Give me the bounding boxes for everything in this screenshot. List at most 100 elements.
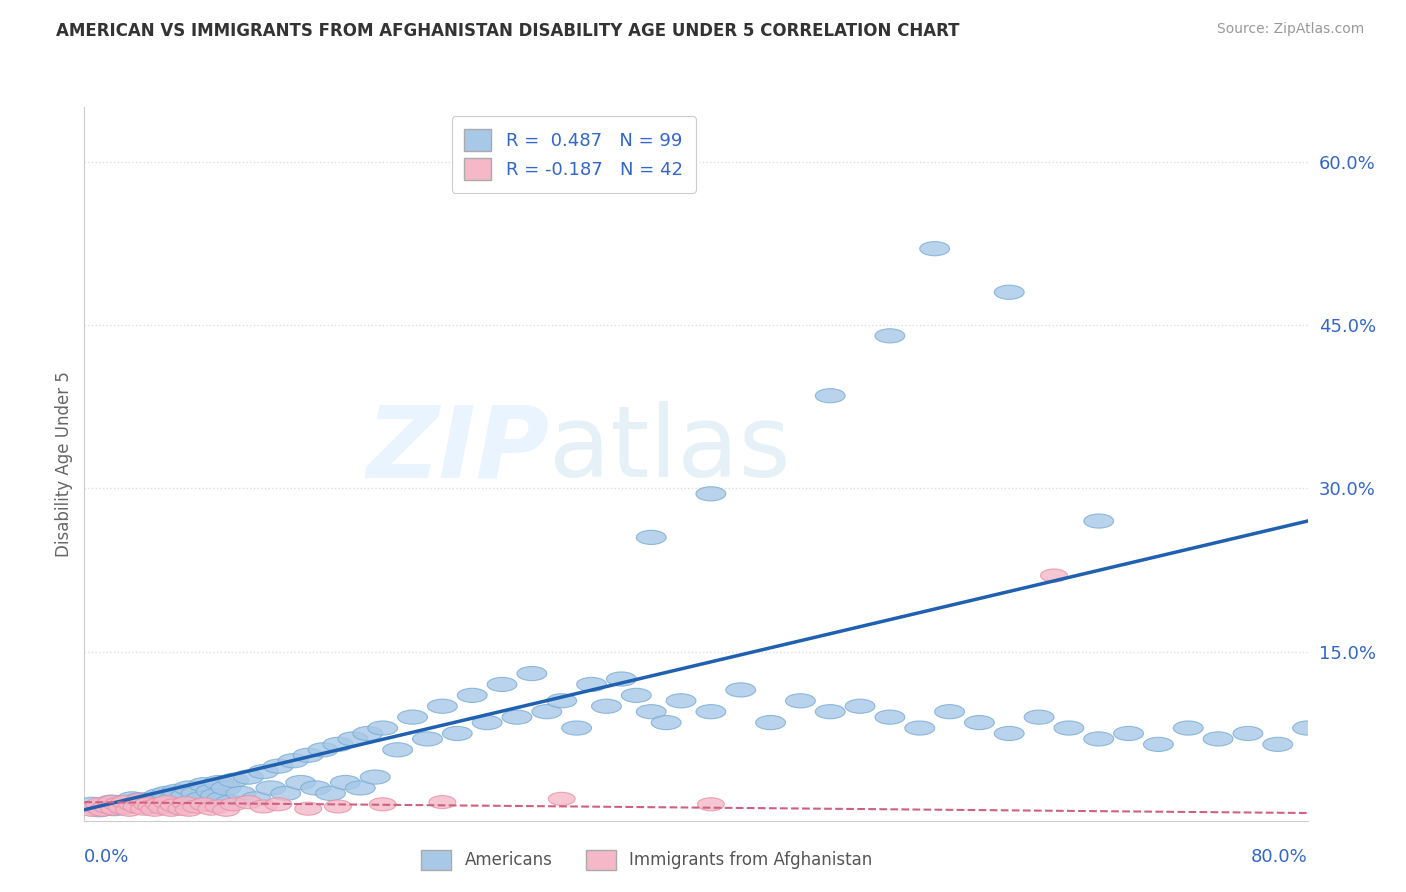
Ellipse shape	[205, 800, 232, 813]
Ellipse shape	[285, 775, 315, 789]
Ellipse shape	[1114, 726, 1143, 740]
Ellipse shape	[330, 775, 360, 789]
Ellipse shape	[875, 329, 905, 343]
Ellipse shape	[138, 800, 165, 813]
Ellipse shape	[122, 797, 152, 812]
Ellipse shape	[427, 699, 457, 714]
Ellipse shape	[114, 799, 143, 814]
Ellipse shape	[697, 797, 724, 811]
Text: Source: ZipAtlas.com: Source: ZipAtlas.com	[1216, 22, 1364, 37]
Ellipse shape	[412, 731, 443, 746]
Ellipse shape	[249, 764, 278, 779]
Ellipse shape	[134, 797, 160, 811]
Ellipse shape	[86, 797, 112, 811]
Ellipse shape	[786, 694, 815, 708]
Ellipse shape	[162, 784, 191, 798]
Ellipse shape	[104, 797, 131, 811]
Ellipse shape	[531, 705, 562, 719]
Ellipse shape	[592, 699, 621, 714]
Ellipse shape	[1024, 710, 1054, 724]
Ellipse shape	[1292, 721, 1323, 735]
Ellipse shape	[576, 677, 606, 691]
Ellipse shape	[875, 710, 905, 724]
Ellipse shape	[271, 787, 301, 800]
Ellipse shape	[240, 792, 271, 806]
Ellipse shape	[815, 705, 845, 719]
Ellipse shape	[606, 672, 637, 686]
Ellipse shape	[1143, 738, 1174, 751]
Ellipse shape	[118, 797, 146, 811]
Ellipse shape	[935, 705, 965, 719]
Ellipse shape	[315, 787, 346, 800]
Ellipse shape	[124, 800, 150, 813]
Ellipse shape	[920, 242, 949, 256]
Legend: Americans, Immigrants from Afghanistan: Americans, Immigrants from Afghanistan	[415, 843, 879, 877]
Ellipse shape	[183, 800, 209, 813]
Ellipse shape	[177, 795, 207, 809]
Ellipse shape	[79, 803, 105, 816]
Ellipse shape	[127, 793, 153, 806]
Ellipse shape	[486, 677, 517, 691]
Ellipse shape	[146, 797, 173, 811]
Ellipse shape	[89, 803, 115, 816]
Ellipse shape	[621, 689, 651, 702]
Ellipse shape	[107, 800, 136, 814]
Ellipse shape	[141, 803, 167, 816]
Ellipse shape	[263, 759, 294, 773]
Ellipse shape	[368, 721, 398, 735]
Ellipse shape	[725, 682, 755, 697]
Ellipse shape	[149, 801, 176, 814]
Ellipse shape	[129, 795, 159, 809]
Ellipse shape	[666, 694, 696, 708]
Ellipse shape	[198, 802, 225, 815]
Ellipse shape	[562, 721, 592, 735]
Ellipse shape	[143, 789, 174, 803]
Ellipse shape	[443, 726, 472, 740]
Ellipse shape	[172, 789, 201, 803]
Ellipse shape	[110, 795, 139, 809]
Text: 0.0%: 0.0%	[84, 848, 129, 866]
Ellipse shape	[84, 803, 114, 817]
Ellipse shape	[1204, 731, 1233, 746]
Ellipse shape	[166, 797, 197, 812]
Ellipse shape	[96, 795, 127, 809]
Ellipse shape	[845, 699, 875, 714]
Ellipse shape	[233, 770, 263, 784]
Ellipse shape	[204, 775, 233, 789]
Ellipse shape	[548, 792, 575, 805]
Ellipse shape	[132, 799, 162, 814]
Ellipse shape	[295, 802, 322, 815]
Ellipse shape	[337, 731, 368, 746]
Ellipse shape	[360, 770, 391, 784]
Text: AMERICAN VS IMMIGRANTS FROM AFGHANISTAN DISABILITY AGE UNDER 5 CORRELATION CHART: AMERICAN VS IMMIGRANTS FROM AFGHANISTAN …	[56, 22, 960, 40]
Ellipse shape	[502, 710, 531, 724]
Ellipse shape	[212, 803, 239, 816]
Ellipse shape	[547, 694, 576, 708]
Ellipse shape	[994, 726, 1024, 740]
Text: ZIP: ZIP	[366, 401, 550, 498]
Ellipse shape	[370, 797, 396, 811]
Ellipse shape	[755, 715, 786, 730]
Ellipse shape	[108, 801, 135, 814]
Ellipse shape	[101, 802, 128, 815]
Ellipse shape	[131, 802, 157, 815]
Ellipse shape	[201, 789, 231, 803]
Ellipse shape	[218, 773, 249, 788]
Ellipse shape	[472, 715, 502, 730]
Ellipse shape	[1174, 721, 1204, 735]
Ellipse shape	[651, 715, 681, 730]
Ellipse shape	[1040, 569, 1067, 582]
Ellipse shape	[215, 795, 246, 809]
Ellipse shape	[83, 800, 110, 813]
Ellipse shape	[181, 787, 211, 800]
Ellipse shape	[1323, 731, 1353, 746]
Ellipse shape	[1084, 731, 1114, 746]
Ellipse shape	[815, 389, 845, 403]
Ellipse shape	[429, 796, 456, 809]
Ellipse shape	[325, 800, 352, 813]
Ellipse shape	[278, 754, 308, 768]
Ellipse shape	[264, 797, 291, 811]
Ellipse shape	[139, 797, 169, 812]
Text: atlas: atlas	[550, 401, 790, 498]
Ellipse shape	[1084, 514, 1114, 528]
